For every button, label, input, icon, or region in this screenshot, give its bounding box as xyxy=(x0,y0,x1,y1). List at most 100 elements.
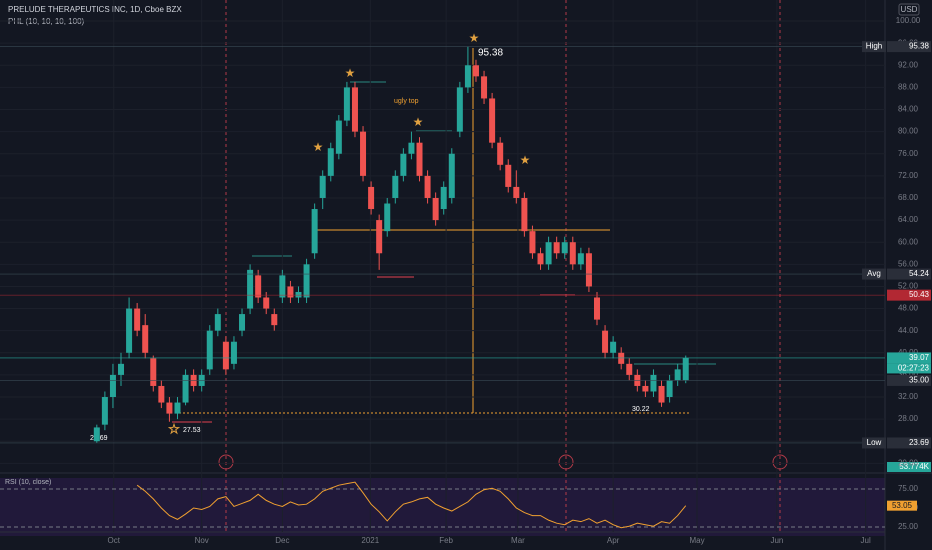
candle-body xyxy=(279,275,286,298)
candle-body xyxy=(489,98,496,143)
price-tag-name-box xyxy=(862,268,886,280)
price-tag-value: 23.69 xyxy=(909,438,930,447)
y-tick-label: 88.00 xyxy=(898,83,919,92)
countdown-box xyxy=(887,363,931,374)
rsi-value: 53.05 xyxy=(892,501,913,510)
candle-body xyxy=(642,385,649,392)
price-tag-name: Low xyxy=(867,438,882,447)
price-tag-name-box xyxy=(862,41,886,53)
y-tick-label: 28.00 xyxy=(898,414,919,423)
candle-body xyxy=(335,120,342,154)
candle-body xyxy=(118,363,125,375)
countdown: 02:27:23 xyxy=(898,364,930,373)
candle-body xyxy=(142,325,149,353)
candle-body xyxy=(561,242,568,254)
candle-body xyxy=(416,142,423,176)
candle-body xyxy=(247,269,254,309)
candle-body xyxy=(440,186,447,210)
x-tick-label: Nov xyxy=(195,536,209,545)
price-tag-name: Avg xyxy=(867,269,881,278)
candle-body xyxy=(408,142,415,154)
y-tick-label: 36.00 xyxy=(898,370,919,379)
candle-body xyxy=(553,242,560,254)
price-tag-value: 35.00 xyxy=(909,376,930,385)
candle-body xyxy=(182,374,189,403)
x-tick-label: Mar xyxy=(511,536,525,545)
candle-body xyxy=(593,297,600,320)
earnings-lines xyxy=(225,0,781,532)
candle-body xyxy=(166,402,173,414)
price-tag-value: 95.38 xyxy=(909,42,930,51)
price-tag xyxy=(887,289,931,301)
candle-body xyxy=(674,369,681,381)
annotation: 95.38 xyxy=(478,48,503,59)
star: ★ xyxy=(413,115,424,129)
candle-body xyxy=(513,186,520,198)
earnings-icon xyxy=(218,454,234,470)
candle-body xyxy=(222,341,229,370)
candle-body xyxy=(327,148,334,176)
volume-label: 53.774K xyxy=(899,462,929,471)
candle-body xyxy=(537,253,544,265)
star: ★ xyxy=(313,140,324,154)
star: ★ xyxy=(469,31,480,45)
candle-body xyxy=(602,330,609,353)
candle-body xyxy=(376,220,383,254)
annotation: ugly top xyxy=(394,98,419,105)
candle-body xyxy=(529,231,536,254)
candle-body xyxy=(481,76,488,99)
annotation: 30.22 xyxy=(632,406,650,413)
candle-body xyxy=(311,209,318,254)
candle-body xyxy=(93,427,100,442)
price-tag-value: 50.43 xyxy=(909,290,930,299)
earnings-icon xyxy=(558,454,574,470)
currency: USD xyxy=(901,5,918,14)
indicator-label: PHL (10, 10, 10, 100) xyxy=(8,17,85,26)
candle-body xyxy=(666,380,673,398)
candle-body xyxy=(271,314,278,326)
candle-body xyxy=(214,314,221,331)
candle-body xyxy=(303,264,310,298)
candle-body xyxy=(360,131,367,176)
candle-body xyxy=(497,142,504,165)
price-tag xyxy=(887,268,931,280)
candle-body xyxy=(424,175,431,198)
earnings-icon xyxy=(772,454,788,470)
x-tick-label: Jun xyxy=(770,536,783,545)
earnings-icons xyxy=(218,454,788,470)
candle-body xyxy=(545,242,552,265)
rsi-tick-label: 75.00 xyxy=(898,484,919,493)
candle-body xyxy=(610,341,617,353)
candle-body xyxy=(255,275,262,298)
candle-body xyxy=(343,87,350,121)
candle-body xyxy=(109,374,116,398)
price-tag-value: 39.07 xyxy=(909,353,930,362)
candle-body xyxy=(432,197,439,221)
star: ★ xyxy=(169,422,180,436)
x-tick-label: Feb xyxy=(439,536,453,545)
price-tag-value: 54.24 xyxy=(909,269,930,278)
y-tick-label: 100.00 xyxy=(896,16,921,25)
candle-body xyxy=(472,65,479,77)
currency-box xyxy=(898,3,920,16)
y-tick-label: 64.00 xyxy=(898,215,919,224)
candle-body xyxy=(239,314,246,331)
rsi-title: RSI (10, close) xyxy=(5,479,51,486)
candle-body xyxy=(206,330,213,370)
y-tick-label: 84.00 xyxy=(898,105,919,114)
candle-body xyxy=(351,87,358,132)
y-tick-label: 44.00 xyxy=(898,326,919,335)
annotation: 27.53 xyxy=(183,427,201,434)
x-tick-label: 2021 xyxy=(361,536,379,545)
candle-body xyxy=(658,385,665,403)
price-tag xyxy=(887,352,931,364)
candle-body xyxy=(319,175,326,198)
y-tick-label: 32.00 xyxy=(898,392,919,401)
y-tick-label: 80.00 xyxy=(898,127,919,136)
chart-title: PRELUDE THERAPEUTICS INC, 1D, Cboe BZX xyxy=(8,5,182,14)
candle-body xyxy=(618,352,625,364)
candle-body xyxy=(384,203,391,232)
price-tag xyxy=(887,41,931,53)
